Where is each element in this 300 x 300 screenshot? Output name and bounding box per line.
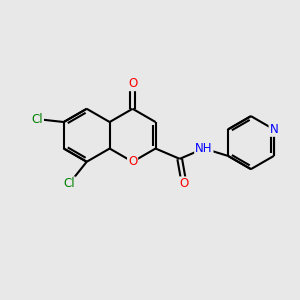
Text: O: O [128,77,137,90]
Text: Cl: Cl [32,112,43,126]
Text: NH: NH [195,142,213,155]
Text: O: O [128,155,137,168]
Text: N: N [269,123,278,136]
Text: O: O [179,177,189,190]
Text: Cl: Cl [63,177,75,190]
